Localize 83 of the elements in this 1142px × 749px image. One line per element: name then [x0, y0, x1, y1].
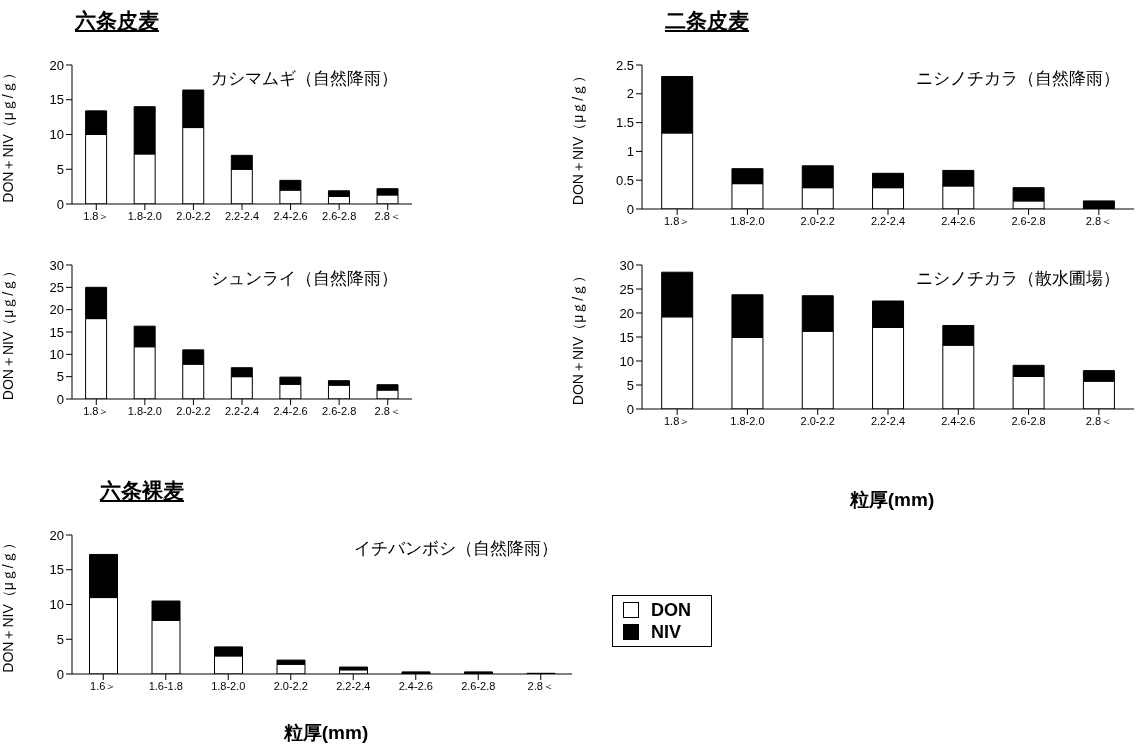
chart-subtitle: カシマムギ（自然降雨） [211, 68, 398, 90]
y-tick-label: 0 [626, 401, 634, 417]
y-tick-label: 20 [49, 527, 64, 543]
chart-subtitle: ニシノチカラ（自然降雨） [916, 68, 1120, 90]
y-tick-label: 2.5 [615, 57, 634, 73]
x-tick-label: 2.0-2.2 [176, 404, 211, 417]
chart-title: 六条裸麦 [100, 478, 184, 504]
x-tick-label: 1.8-2.0 [127, 404, 162, 417]
y-tick-label: 10 [49, 127, 64, 143]
y-axis-title: DON＋NIV（μｇ/ｇ） [0, 263, 16, 401]
y-axis-title: DON＋NIV（μｇ/ｇ） [0, 66, 16, 203]
x-tick-label: 2.2-2.4 [224, 404, 260, 417]
chart-title: 二条皮麦 [665, 8, 749, 34]
y-tick-label: 15 [49, 562, 64, 578]
x-tick-label: 1.8-2.0 [730, 214, 765, 227]
x-tick-label: 2.4-2.6 [941, 214, 976, 227]
x-tick-label: 1.8＞ [83, 404, 110, 417]
x-tick-label: 1.8-2.0 [730, 414, 765, 427]
chart-subtitle: シュンライ（自然降雨） [211, 268, 398, 290]
x-tick-label: 2.4-2.6 [398, 679, 433, 692]
x-tick-label: 2.8＜ [1085, 214, 1113, 227]
y-tick-label: 5 [626, 377, 634, 393]
x-tick-label: 2.8＜ [1085, 414, 1113, 427]
x-tick-label: 1.6＞ [90, 679, 117, 692]
y-tick-label: 0 [56, 666, 64, 682]
y-axis-title: DON＋NIV（μｇ/ｇ） [569, 68, 586, 206]
y-tick-label: 15 [619, 329, 634, 345]
x-tick-label: 2.6-2.8 [1011, 414, 1046, 427]
x-tick-label: 2.8＜ [374, 404, 401, 417]
x-tick-label: 2.6-2.8 [322, 404, 357, 417]
y-tick-label: 15 [49, 92, 64, 108]
x-tick-label: 1.8＞ [663, 214, 691, 227]
y-tick-label: 25 [619, 281, 634, 297]
chart-subtitle: イチバンボシ（自然降雨） [354, 538, 558, 560]
x-tick-label: 2.8＜ [527, 679, 554, 692]
x-tick-label: 2.4-2.6 [273, 209, 308, 222]
x-tick-label: 2.6-2.8 [322, 209, 357, 222]
y-tick-label: 0 [56, 196, 64, 212]
y-tick-label: 5 [56, 369, 64, 385]
y-tick-label: 1 [626, 144, 634, 160]
x-tick-label: 2.4-2.6 [941, 414, 976, 427]
y-tick-label: 10 [49, 346, 64, 362]
x-tick-label: 1.8＞ [663, 414, 691, 427]
chart-title: 六条皮麦 [75, 8, 159, 34]
x-tick-label: 2.0-2.2 [800, 214, 835, 227]
chart-subtitle: ニシノチカラ（散水圃場） [916, 268, 1120, 290]
y-tick-label: 20 [49, 302, 64, 318]
x-tick-label: 2.0-2.2 [273, 679, 308, 692]
y-tick-label: 0.5 [615, 172, 634, 188]
y-tick-label: 2 [626, 86, 634, 102]
x-tick-label: 1.8＞ [83, 209, 110, 222]
x-tick-label: 1.6-1.8 [148, 679, 183, 692]
y-tick-label: 25 [49, 279, 64, 295]
x-tick-label: 1.8-2.0 [127, 209, 162, 222]
y-tick-label: 0 [626, 201, 634, 217]
x-tick-label: 2.6-2.8 [1011, 214, 1046, 227]
y-tick-label: 5 [56, 631, 64, 647]
x-tick-label: 2.0-2.2 [176, 209, 211, 222]
x-tick-label: 1.8-2.0 [211, 679, 246, 692]
y-tick-label: 30 [619, 257, 634, 273]
x-axis-title: 粒厚(mm) [848, 488, 936, 512]
y-tick-label: 5 [56, 161, 64, 177]
legend-label: DON [651, 598, 691, 621]
y-axis-title: DON＋NIV（μｇ/ｇ） [0, 536, 16, 673]
x-tick-label: 2.2-2.4 [870, 214, 906, 227]
x-tick-label: 2.8＜ [374, 209, 401, 222]
y-tick-label: 30 [49, 257, 64, 273]
x-tick-label: 2.6-2.8 [461, 679, 496, 692]
x-tick-label: 2.2-2.4 [224, 209, 260, 222]
legend-label: NIV [651, 620, 682, 643]
y-tick-label: 20 [49, 57, 64, 73]
x-tick-label: 2.2-2.4 [870, 414, 906, 427]
y-tick-label: 15 [49, 324, 64, 340]
y-tick-label: 0 [56, 391, 64, 407]
x-tick-label: 2.2-2.4 [336, 679, 371, 692]
x-tick-label: 2.0-2.2 [800, 414, 835, 427]
y-tick-label: 10 [49, 597, 64, 613]
y-tick-label: 1.5 [615, 115, 634, 131]
x-axis-title: 粒厚(mm) [282, 721, 370, 745]
x-tick-label: 2.4-2.6 [273, 404, 308, 417]
y-axis-title: DON＋NIV（μｇ/ｇ） [569, 268, 586, 406]
y-tick-label: 10 [619, 353, 634, 369]
y-tick-label: 20 [619, 305, 634, 321]
